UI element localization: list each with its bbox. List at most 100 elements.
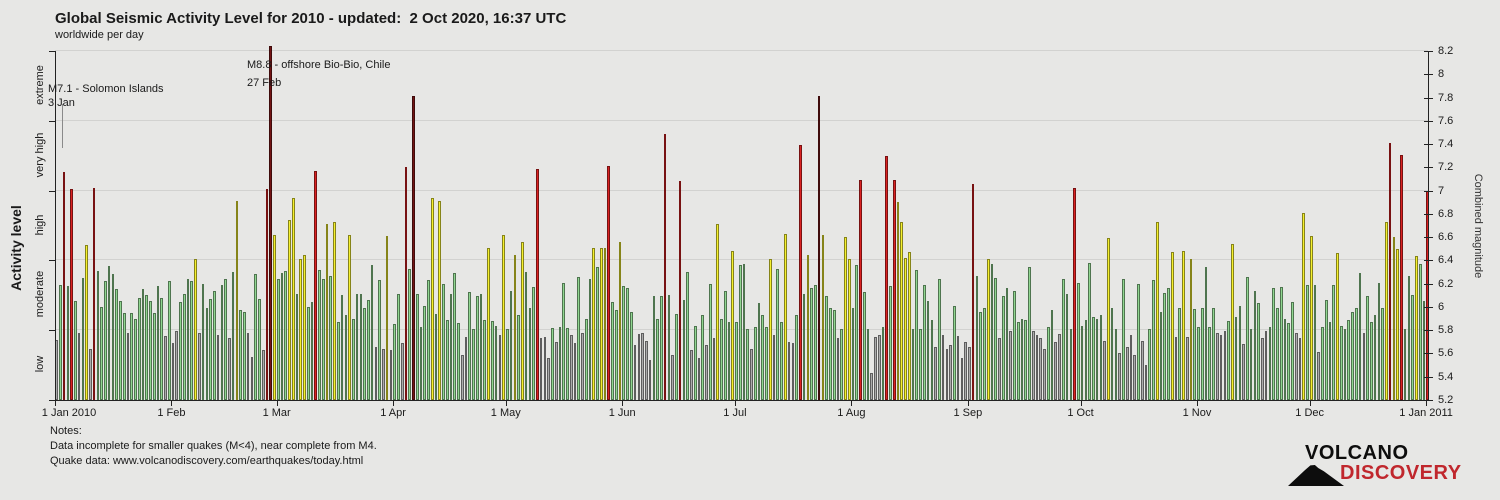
activity-bar: [389, 349, 393, 400]
activity-bar: [1358, 273, 1362, 400]
activity-bar: [1148, 329, 1152, 400]
activity-bar: [246, 332, 250, 400]
month-tick: [171, 400, 173, 406]
month-tick: [734, 400, 736, 406]
activity-bar: [1238, 305, 1242, 400]
activity-bar: [517, 315, 520, 400]
activity-bar: [1388, 142, 1392, 400]
activity-bar: [832, 310, 836, 400]
month-label: 1 Nov: [1182, 407, 1212, 419]
activity-bar: [145, 295, 149, 400]
activity-bar: [1212, 308, 1215, 400]
activity-bar: [1313, 284, 1317, 400]
activity-bar: [814, 284, 817, 400]
activity-bar: [1407, 275, 1411, 400]
month-label: 1 Feb: [157, 407, 186, 419]
activity-bar: [904, 258, 907, 400]
activity-bar: [89, 348, 92, 400]
activity-bar: [934, 346, 937, 400]
activity-bar: [1302, 212, 1306, 400]
month-label: 1 May: [490, 407, 521, 419]
activity-bar: [404, 167, 408, 400]
activity-bar: [1103, 340, 1106, 400]
activity-bar: [607, 166, 611, 400]
axis-tick: [49, 330, 55, 332]
activity-bar: [874, 337, 877, 400]
activity-bar: [1110, 308, 1114, 400]
activity-bar: [810, 288, 813, 400]
activity-bar: [509, 290, 513, 400]
activity-bar: [682, 299, 686, 400]
activity-bar: [1381, 308, 1384, 400]
activity-level-label: moderate: [34, 271, 46, 318]
activity-bar: [397, 294, 400, 400]
activity-bar: [1422, 301, 1426, 400]
month-tick: [851, 400, 853, 406]
month-tick: [393, 400, 395, 406]
activity-bar: [1400, 154, 1403, 400]
magnitude-tick-label: 6.2: [1438, 277, 1454, 290]
activity-bar: [449, 294, 453, 400]
month-tick: [1426, 400, 1428, 406]
activity-bar: [149, 301, 152, 400]
activity-bar: [1069, 329, 1073, 400]
activity-bar: [1309, 235, 1313, 400]
activity-bar: [956, 336, 960, 400]
activity-bar: [122, 312, 126, 400]
annotation-solomon: M7.1 - Solomon Islands 3 Jan: [48, 82, 164, 110]
month-label: 1 Jan 2011: [1399, 407, 1453, 419]
annotation-solomon-date: 3 Jan: [48, 97, 75, 109]
axis-tick: [1424, 167, 1433, 169]
activity-bar: [757, 303, 761, 400]
activity-bar: [780, 322, 783, 400]
activity-bar: [1193, 309, 1197, 400]
activity-bar: [126, 332, 130, 400]
activity-bar: [870, 373, 874, 400]
activity-bar: [596, 267, 599, 400]
activity-bar: [1373, 315, 1377, 400]
activity-bar: [641, 332, 644, 400]
activity-bar: [1084, 319, 1088, 400]
activity-bar: [385, 235, 389, 400]
activity-bar: [85, 245, 88, 400]
magnitude-tick-label: 7.8: [1438, 91, 1454, 104]
activity-bar: [829, 308, 832, 400]
activity-bar: [119, 301, 122, 400]
activity-bar: [877, 334, 881, 400]
activity-bar: [1291, 302, 1294, 400]
activity-bar: [1170, 252, 1174, 400]
activity-bar: [1208, 326, 1212, 400]
activity-bar: [603, 247, 607, 400]
activity-bar: [1272, 288, 1275, 400]
activity-bar: [723, 290, 727, 400]
activity-bar: [190, 281, 194, 400]
activity-bar: [1020, 318, 1024, 400]
activity-bar: [750, 348, 753, 400]
activity-bar: [539, 338, 543, 400]
activity-bar: [1253, 290, 1257, 400]
daily-activity-bars: [55, 46, 1430, 400]
activity-bar: [457, 323, 460, 400]
activity-bar: [220, 284, 224, 400]
page-subtitle: worldwide per day: [55, 29, 144, 41]
activity-bar: [306, 306, 310, 400]
activity-bar: [291, 197, 295, 400]
month-tick: [1309, 400, 1311, 406]
activity-bar: [137, 297, 141, 400]
activity-bar: [359, 294, 363, 400]
activity-bar: [953, 305, 956, 400]
activity-bar: [1122, 279, 1125, 400]
activity-bar: [986, 259, 990, 400]
activity-bar: [1028, 267, 1031, 400]
activity-bar: [945, 348, 949, 400]
activity-bar: [276, 279, 280, 400]
activity-bar: [915, 269, 919, 400]
activity-bar: [738, 265, 742, 400]
activity-bar: [1073, 188, 1076, 400]
activity-bar: [599, 247, 603, 400]
activity-bar: [1114, 329, 1118, 400]
activity-bar: [911, 329, 915, 400]
activity-bar: [1343, 329, 1347, 400]
activity-bar: [660, 296, 663, 400]
activity-bar: [765, 326, 768, 400]
